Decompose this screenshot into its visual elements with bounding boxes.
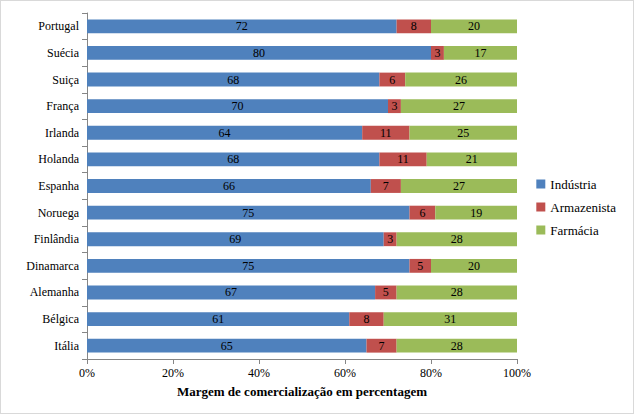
svg-text:Finlândia: Finlândia: [34, 232, 80, 246]
svg-text:11: 11: [380, 126, 392, 140]
svg-text:25: 25: [457, 126, 469, 140]
svg-text:Margem de comercialização em p: Margem de comercialização em percentagem: [177, 384, 427, 399]
svg-text:80: 80: [253, 46, 265, 60]
svg-text:5: 5: [383, 285, 389, 299]
svg-text:Holanda: Holanda: [38, 152, 79, 166]
svg-text:28: 28: [451, 232, 463, 246]
svg-text:Suiça: Suiça: [52, 73, 79, 87]
svg-text:Suécia: Suécia: [47, 46, 80, 60]
svg-text:61: 61: [212, 312, 224, 326]
svg-text:Itália: Itália: [54, 339, 79, 353]
svg-text:Farmácia: Farmácia: [550, 223, 599, 238]
svg-text:Irlanda: Irlanda: [45, 126, 80, 140]
svg-text:70: 70: [232, 99, 244, 113]
svg-text:Portugal: Portugal: [38, 19, 79, 33]
svg-text:Noruega: Noruega: [38, 206, 80, 220]
svg-text:100%: 100%: [503, 366, 531, 380]
svg-text:20%: 20%: [162, 366, 184, 380]
svg-text:80%: 80%: [420, 366, 442, 380]
svg-text:Espanha: Espanha: [38, 179, 79, 193]
svg-text:31: 31: [444, 312, 456, 326]
svg-text:3: 3: [387, 232, 393, 246]
svg-text:11: 11: [397, 152, 409, 166]
svg-text:72: 72: [236, 19, 248, 33]
svg-text:40%: 40%: [248, 366, 270, 380]
svg-text:66: 66: [223, 179, 235, 193]
svg-text:7: 7: [383, 179, 389, 193]
svg-text:28: 28: [451, 339, 463, 353]
svg-text:17: 17: [474, 46, 486, 60]
svg-text:28: 28: [451, 285, 463, 299]
svg-text:75: 75: [242, 206, 254, 220]
svg-text:21: 21: [466, 152, 478, 166]
svg-text:68: 68: [227, 152, 239, 166]
svg-text:67: 67: [225, 285, 237, 299]
svg-text:Armazenista: Armazenista: [550, 200, 616, 215]
svg-text:Indústria: Indústria: [550, 177, 596, 192]
svg-text:3: 3: [434, 46, 440, 60]
svg-text:20: 20: [468, 259, 480, 273]
svg-text:69: 69: [229, 232, 241, 246]
svg-text:6: 6: [389, 73, 395, 87]
svg-text:26: 26: [455, 73, 467, 87]
svg-text:6: 6: [419, 206, 425, 220]
svg-text:19: 19: [470, 206, 482, 220]
svg-text:0%: 0%: [79, 366, 95, 380]
svg-text:68: 68: [227, 73, 239, 87]
svg-text:64: 64: [219, 126, 231, 140]
svg-text:65: 65: [221, 339, 233, 353]
svg-text:27: 27: [453, 179, 465, 193]
svg-text:5: 5: [417, 259, 423, 273]
svg-text:França: França: [46, 99, 79, 113]
svg-text:20: 20: [468, 19, 480, 33]
svg-text:8: 8: [364, 312, 370, 326]
svg-text:3: 3: [391, 99, 397, 113]
svg-text:7: 7: [379, 339, 385, 353]
svg-text:Alemanha: Alemanha: [30, 285, 80, 299]
svg-text:Dinamarca: Dinamarca: [26, 259, 79, 273]
svg-text:8: 8: [411, 19, 417, 33]
svg-text:Bélgica: Bélgica: [42, 312, 79, 326]
svg-text:60%: 60%: [334, 366, 356, 380]
svg-text:27: 27: [453, 99, 465, 113]
svg-text:75: 75: [242, 259, 254, 273]
